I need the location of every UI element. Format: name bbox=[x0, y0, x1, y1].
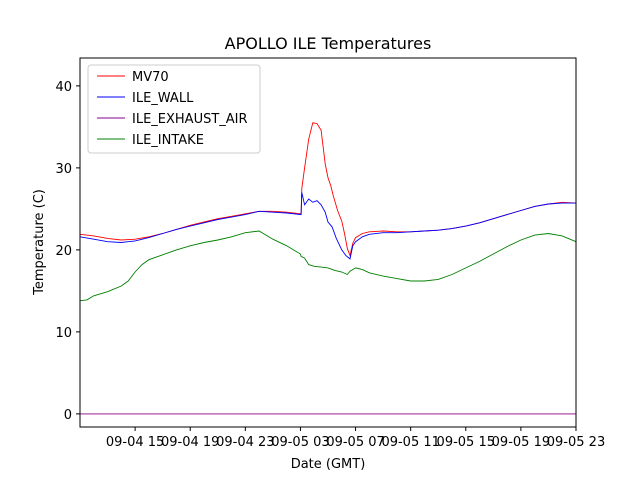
y-tick-label: 0 bbox=[64, 408, 72, 423]
x-tick-label: 09-05 19 bbox=[492, 435, 550, 450]
legend-box bbox=[87, 64, 261, 154]
legend-label: ILE_WALL bbox=[132, 91, 194, 106]
x-tick-label: 09-05 11 bbox=[381, 435, 439, 450]
series-line-ile-intake bbox=[79, 230, 577, 302]
y-tick-label: 30 bbox=[55, 162, 72, 177]
y-tick-label: 10 bbox=[55, 326, 72, 341]
plot-lines bbox=[79, 122, 577, 415]
x-tick-label: 09-04 19 bbox=[161, 435, 219, 450]
legend-label: MV70 bbox=[132, 70, 169, 85]
legend-label: ILE_EXHAUST_AIR bbox=[132, 112, 248, 127]
y-axis-label: Temperature (C) bbox=[32, 189, 47, 296]
x-tick-label: 09-05 23 bbox=[547, 435, 605, 450]
x-tick-label: 09-04 23 bbox=[216, 435, 274, 450]
x-axis-label: Date (GMT) bbox=[291, 457, 366, 472]
x-tick-label: 09-05 15 bbox=[437, 435, 495, 450]
plot-frame bbox=[79, 57, 577, 428]
legend-label: ILE_INTAKE bbox=[132, 133, 204, 148]
x-tick-label: 09-05 07 bbox=[326, 435, 384, 450]
x-tick-label: 09-05 03 bbox=[271, 435, 329, 450]
y-tick-label: 20 bbox=[55, 244, 72, 259]
x-tick-label: 09-04 15 bbox=[106, 435, 164, 450]
chart-title: APOLLO ILE Temperatures bbox=[225, 34, 432, 53]
y-axis: 0 10 20 30 40 bbox=[55, 80, 80, 423]
y-tick-label: 40 bbox=[55, 80, 72, 95]
legend: MV70 ILE_WALL ILE_EXHAUST_AIR ILE_INTAKE bbox=[87, 64, 261, 154]
series-line-ile-wall bbox=[79, 192, 576, 260]
